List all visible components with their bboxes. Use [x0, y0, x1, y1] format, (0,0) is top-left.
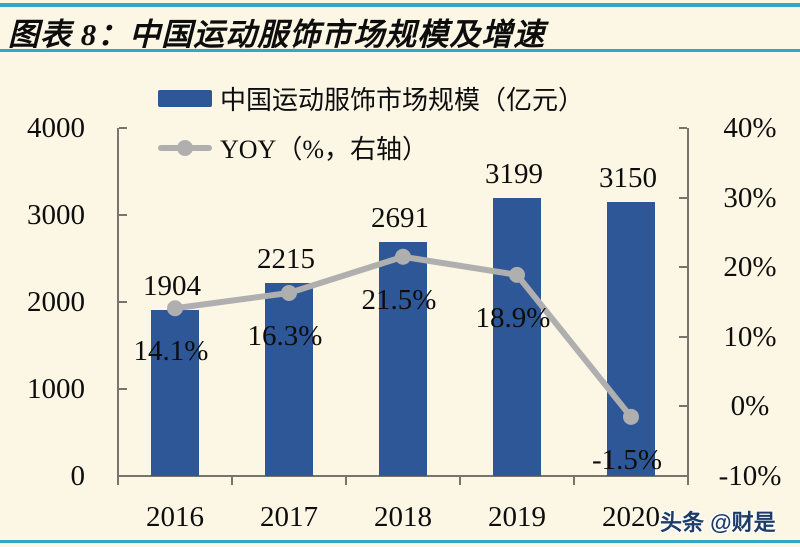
left-axis-tick	[119, 214, 127, 216]
x-axis-tick	[573, 477, 575, 485]
year-label: 2017	[260, 501, 318, 533]
right-axis-label: 40%	[723, 112, 777, 144]
right-axis-label: 20%	[723, 251, 777, 284]
yoy-value-label: -1.5%	[591, 443, 663, 476]
left-axis-label: 3000	[27, 199, 85, 231]
title-underline	[0, 49, 800, 52]
x-axis-line	[117, 475, 689, 477]
x-axis-tick	[117, 477, 119, 485]
right-axis-tick	[679, 266, 687, 269]
year-label: 2020	[602, 501, 660, 533]
year-label: 2018	[374, 501, 432, 533]
bottom-accent-line	[0, 540, 800, 543]
left-axis-label: 2000	[27, 286, 85, 318]
left-axis-label: 4000	[27, 112, 85, 144]
bar	[607, 201, 655, 476]
bar-series-label: 中国运动服饰市场规模（亿元）	[220, 85, 585, 115]
line-series-marker-icon	[177, 139, 193, 156]
top-accent-line	[0, 3, 800, 7]
bar-value-label: 2215	[257, 243, 315, 276]
right-axis-tick	[679, 405, 687, 408]
legend-item-line: YOY（%，右轴）	[158, 131, 584, 164]
right-axis-line	[687, 128, 689, 476]
bar	[493, 197, 541, 476]
right-axis-label: 10%	[723, 320, 777, 353]
line-series-swatch	[158, 139, 212, 156]
yoy-value-label: 16.3%	[247, 319, 323, 352]
left-axis-tick	[119, 127, 127, 129]
left-axis-label: 0	[70, 460, 86, 492]
x-axis-tick	[459, 477, 461, 485]
right-axis-label: -10%	[718, 460, 782, 492]
legend-item-bar: 中国运动服饰市场规模（亿元）	[158, 82, 585, 115]
watermark: 头条 @财是	[660, 510, 776, 535]
x-axis-tick	[687, 477, 689, 485]
legend: 中国运动服饰市场规模（亿元） YOY（%，右轴）	[158, 82, 584, 180]
left-axis-line	[117, 128, 119, 476]
left-axis-tick	[119, 301, 127, 303]
right-axis-label: 30%	[723, 181, 777, 214]
bar-value-label: 2691	[371, 201, 429, 234]
left-axis-label: 1000	[27, 373, 85, 405]
yoy-value-label: 18.9%	[475, 301, 551, 334]
right-axis-tick	[679, 127, 687, 129]
line-series-label: YOY（%，右轴）	[220, 134, 428, 164]
right-axis-label: 0%	[730, 390, 770, 423]
yoy-value-label: 14.1%	[133, 335, 209, 368]
bar	[265, 283, 313, 476]
right-axis-tick	[679, 196, 687, 199]
bar-value-label: 3199	[485, 157, 543, 190]
year-label: 2016	[146, 501, 204, 533]
yoy-value-label: 21.5%	[361, 283, 437, 316]
left-axis-tick	[119, 388, 127, 390]
bar-value-label: 1904	[143, 270, 201, 303]
bar	[379, 241, 427, 476]
bar-value-label: 3150	[599, 161, 657, 194]
x-axis-tick	[231, 477, 233, 485]
right-axis-tick	[679, 335, 687, 338]
bar-series-swatch	[158, 89, 212, 107]
chart-title: 图表 8：中国运动服饰市场规模及增速	[8, 17, 546, 52]
x-axis-tick	[345, 477, 347, 485]
year-label: 2019	[488, 501, 546, 533]
